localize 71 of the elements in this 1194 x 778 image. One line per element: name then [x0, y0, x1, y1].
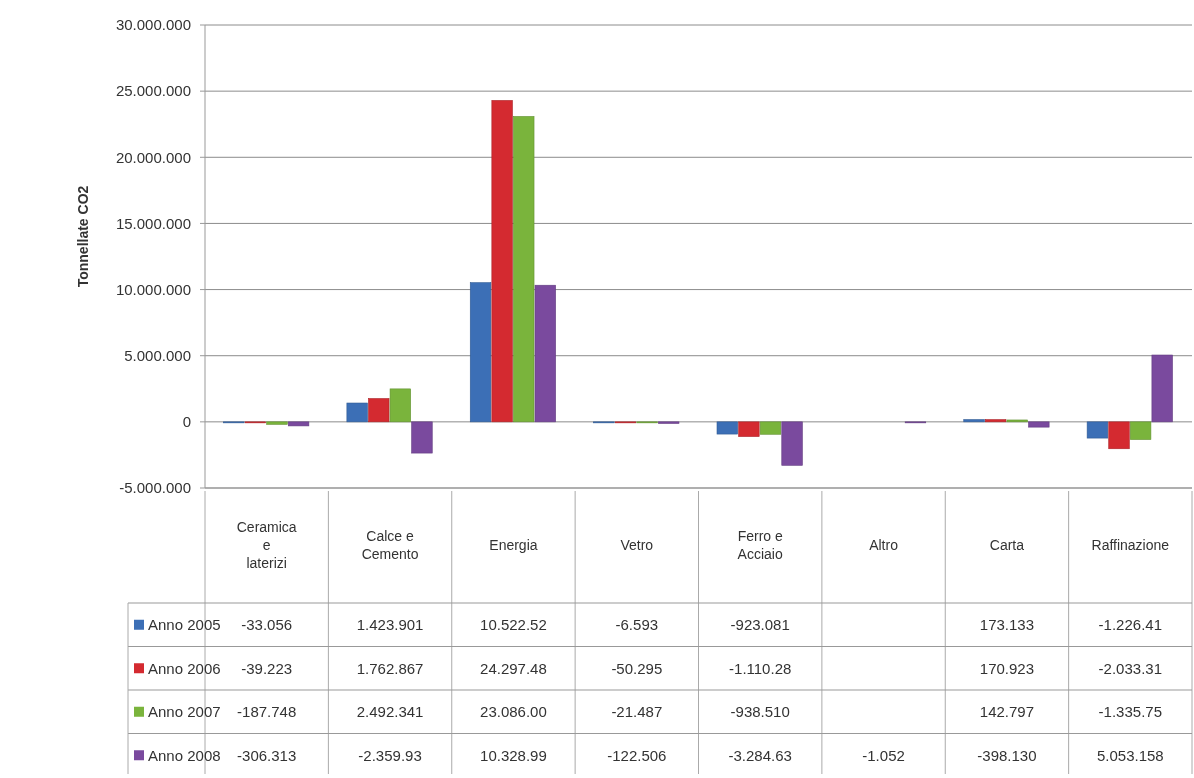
bar [1130, 421, 1152, 440]
bar [534, 284, 556, 423]
bar [389, 388, 411, 423]
data-label: -1.335.75 [1098, 703, 1163, 720]
data-label: -306.313 [237, 746, 297, 764]
bar [513, 116, 535, 423]
data-label: -1.226.41 [1098, 616, 1163, 633]
data-label: 10.328.99 [480, 746, 547, 764]
bar [368, 398, 390, 423]
bar [266, 421, 288, 425]
bar [738, 421, 760, 437]
bar [1108, 421, 1130, 450]
data-label: 10.522.52 [480, 616, 547, 633]
x-tick-label: Energia [489, 537, 538, 554]
bar [781, 421, 803, 466]
data-label: -1.052 [862, 746, 905, 764]
bar [346, 402, 368, 423]
y-tick-label: 0 [182, 413, 191, 431]
y-tick-label: 20.000.000 [115, 148, 191, 166]
y-tick-label: 15.000.000 [115, 214, 191, 232]
legend-label: Anno 2005 [148, 616, 221, 633]
bar [963, 419, 985, 423]
data-label: -3.284.63 [728, 746, 792, 764]
data-label: -1.110.28 [729, 659, 792, 677]
data-label: 5.053.158 [1096, 746, 1164, 764]
data-label: 142.797 [979, 703, 1035, 720]
bar [287, 421, 310, 427]
y-tick-label: -5.000.000 [119, 479, 191, 497]
data-label: 1.762.867 [356, 659, 424, 677]
y-tick-label: 10.000.000 [115, 280, 191, 298]
y-tick-label: 25.000.000 [115, 82, 191, 100]
x-tick-label: Calce e Cemento [361, 528, 419, 563]
bar [469, 282, 492, 423]
data-label: 1.423.901 [356, 616, 424, 633]
data-label: -187.748 [237, 703, 297, 720]
data-label: -39.223 [241, 659, 293, 677]
x-tick-label: Altro [869, 537, 899, 554]
bar [411, 421, 433, 454]
x-tick-label: Ceramica e laterizi [236, 519, 297, 572]
data-label: -122.506 [607, 746, 667, 764]
x-tick-label: Ferro e Acciaio [737, 528, 783, 563]
data-label: 2.492.341 [356, 703, 424, 720]
data-label: -938.510 [730, 703, 790, 720]
data-label: -6.593 [615, 616, 659, 633]
bar [985, 419, 1007, 423]
x-tick-label: Carta [989, 537, 1025, 554]
data-label: 173.133 [979, 616, 1035, 633]
data-label: -2.359.93 [358, 746, 422, 764]
data-label: 24.297.48 [480, 659, 547, 677]
data-label: 170.923 [979, 659, 1035, 677]
bar [759, 421, 782, 435]
legend-label: Anno 2008 [148, 746, 221, 764]
data-label: -33.056 [241, 616, 293, 633]
x-tick-label: Raffinazione [1091, 537, 1170, 554]
x-tick-label: Vetro [620, 537, 654, 554]
data-label: -2.033.31 [1098, 659, 1163, 677]
bar [716, 421, 738, 435]
bar [1086, 421, 1109, 439]
bar [1028, 421, 1050, 428]
data-label: -923.081 [730, 616, 790, 633]
legend-label: Anno 2006 [148, 659, 221, 677]
data-label: 23.086.00 [480, 703, 547, 720]
bar [491, 100, 513, 423]
y-axis-title: Tonnellate CO2 [75, 185, 91, 288]
bar [1151, 354, 1173, 423]
data-label: -398.130 [977, 746, 1037, 764]
legend-label: Anno 2007 [148, 703, 221, 720]
y-tick-label: 5.000.000 [124, 346, 191, 364]
data-label: -21.487 [611, 703, 663, 720]
y-tick-label: 30.000.000 [115, 16, 191, 34]
data-label: -50.295 [611, 659, 663, 677]
